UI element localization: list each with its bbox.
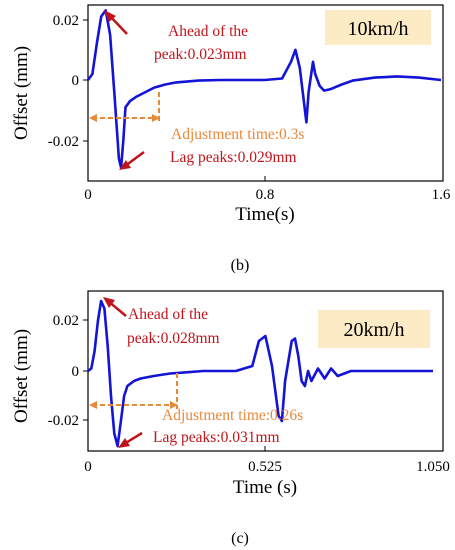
- y-tick-label: -0.02: [48, 134, 79, 150]
- x-axis-label: Time(s): [235, 204, 294, 225]
- adjustment-arrowhead-left: [89, 401, 97, 409]
- speed-label: 20km/h: [343, 319, 404, 341]
- series-line: [86, 9, 442, 169]
- y-axis-label: Offset (mm): [11, 46, 32, 140]
- x-tick-label: 0: [84, 459, 92, 475]
- caption-b: (b): [231, 257, 250, 274]
- y-tick-label: 0.02: [53, 13, 79, 29]
- speed-box: [325, 10, 431, 45]
- adjustment-arrowhead-right: [170, 401, 178, 409]
- adjustment-arrowhead-left: [89, 114, 97, 122]
- y-tick-label: 0.02: [53, 313, 79, 329]
- adjustment-annotation: Adjustment time:0.26s: [162, 407, 303, 424]
- x-tick-label: 0.525: [248, 459, 282, 475]
- caption-c: (c): [231, 530, 249, 547]
- x-tick-label: 1.050: [416, 459, 450, 475]
- y-tick-label: 0: [72, 73, 80, 89]
- x-tick-label: 0.8: [256, 187, 275, 203]
- ahead-annotation-line1: Ahead of the: [128, 306, 208, 323]
- series-line: [87, 299, 433, 448]
- adjustment-annotation: Adjustment time:0.3s: [171, 126, 304, 143]
- ahead-arrowhead: [104, 10, 116, 22]
- ahead-arrowhead: [103, 297, 115, 308]
- lag-annotation: Lag peaks:0.029mm: [170, 149, 297, 166]
- y-tick-label: -0.02: [48, 413, 79, 429]
- panel-c: 20km/h 0.02 0 -0.02 0 0.525 1.050 Time (…: [11, 290, 450, 547]
- x-tick-label: 1.6: [432, 187, 451, 203]
- speed-box: [318, 310, 430, 348]
- lag-arrowhead: [118, 438, 130, 448]
- x-tick-label: 0: [84, 187, 92, 203]
- lag-arrowhead: [119, 160, 131, 170]
- y-axis-label: Offset (mm): [11, 329, 32, 423]
- y-tick-label: 0: [72, 364, 80, 380]
- speed-label: 10km/h: [347, 18, 408, 40]
- x-axis-label: Time (s): [233, 477, 297, 498]
- ahead-annotation-line2: peak:0.023mm: [154, 46, 247, 63]
- adjustment-arrowhead-right: [152, 114, 160, 122]
- lag-annotation: Lag peaks:0.031mm: [153, 429, 280, 446]
- panel-b: 10km/h 0.02 0 -0.02 0 0.8 1.6 Time(s) Of…: [11, 4, 451, 274]
- ahead-annotation-line2: peak:0.028mm: [127, 330, 220, 347]
- ahead-annotation-line1: Ahead of the: [168, 23, 248, 40]
